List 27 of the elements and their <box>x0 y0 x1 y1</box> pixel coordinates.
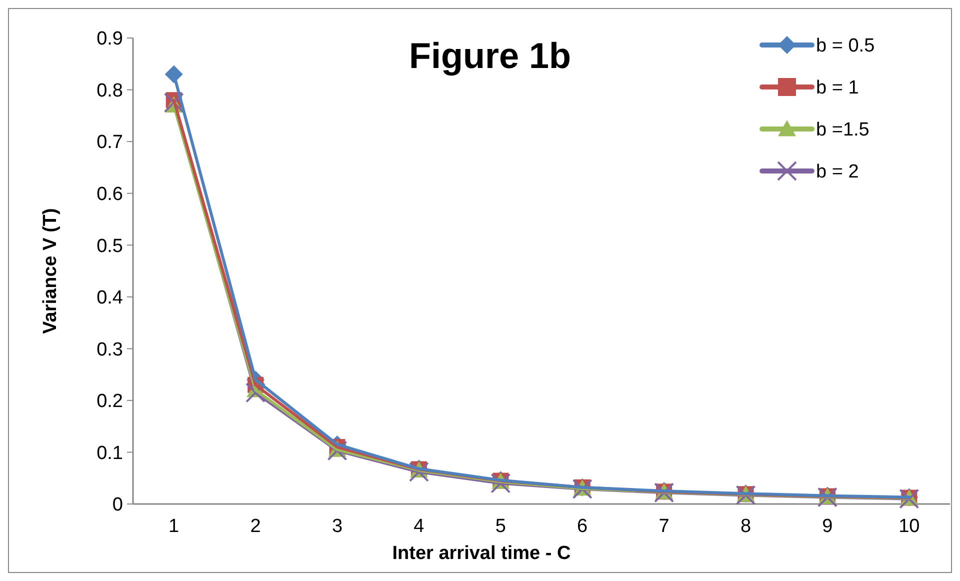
x-tick-label: 6 <box>577 516 588 537</box>
y-tick-label: 0.3 <box>96 339 123 360</box>
legend-label: b = 2 <box>816 162 859 183</box>
y-tick-label: 0.4 <box>96 288 124 309</box>
y-tick-label: 0.9 <box>96 28 123 50</box>
x-tick-label: 7 <box>658 516 670 537</box>
x-tick-label: 3 <box>332 516 343 537</box>
y-axis-title: Variance V (T) <box>40 208 61 334</box>
x-tick-label: 4 <box>414 516 425 537</box>
y-tick-label: 0 <box>112 494 123 516</box>
x-tick-label: 9 <box>822 516 833 537</box>
y-tick-label: 0.8 <box>96 80 123 102</box>
legend-label: b = 0.5 <box>816 36 875 57</box>
y-tick-label: 0.1 <box>96 442 123 464</box>
chart-title: Figure 1b <box>408 35 572 76</box>
x-tick-label: 8 <box>740 516 752 537</box>
x-tick-label: 2 <box>250 516 261 537</box>
y-tick-label: 0.6 <box>96 184 123 205</box>
y-tick-label: 0.5 <box>96 236 123 257</box>
x-tick-label: 5 <box>495 516 506 537</box>
y-tick-label: 0.7 <box>96 132 123 154</box>
legend-label: b =1.5 <box>816 120 870 141</box>
x-axis-title: Inter arrival time - C <box>392 543 571 564</box>
x-tick-label: 1 <box>168 516 180 537</box>
y-tick-label: 0.2 <box>96 391 123 412</box>
x-tick-label: 10 <box>898 516 920 537</box>
legend-label: b = 1 <box>816 78 859 99</box>
